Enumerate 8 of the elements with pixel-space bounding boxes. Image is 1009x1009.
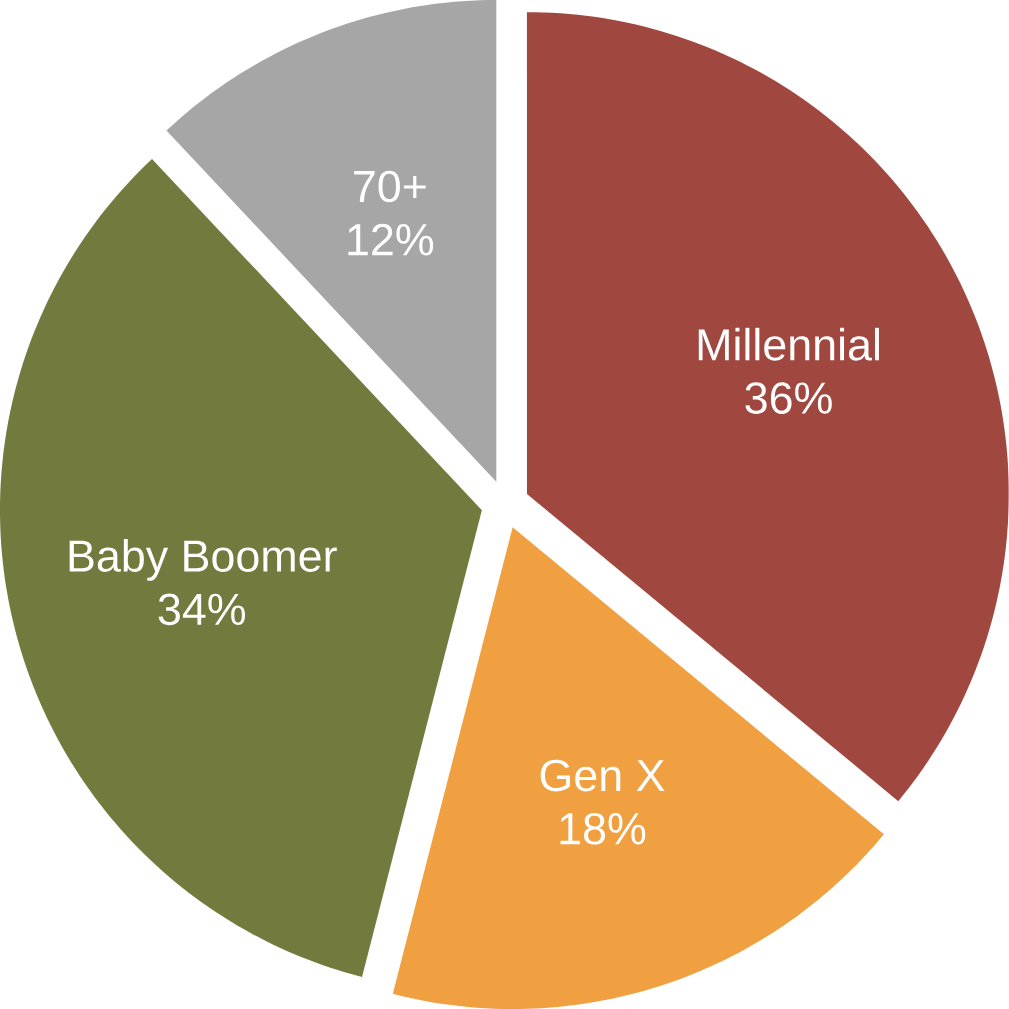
slice-label: Gen X [540, 759, 665, 792]
slice-label: 70+ [354, 170, 426, 203]
data-label: 36% [745, 382, 832, 414]
data-label: 18% [560, 812, 646, 845]
slice-label: Millennial [698, 327, 880, 361]
slice-label: Baby Boomer [69, 539, 337, 581]
data-label: 34% [158, 593, 246, 626]
data-label: 12% [348, 223, 434, 256]
